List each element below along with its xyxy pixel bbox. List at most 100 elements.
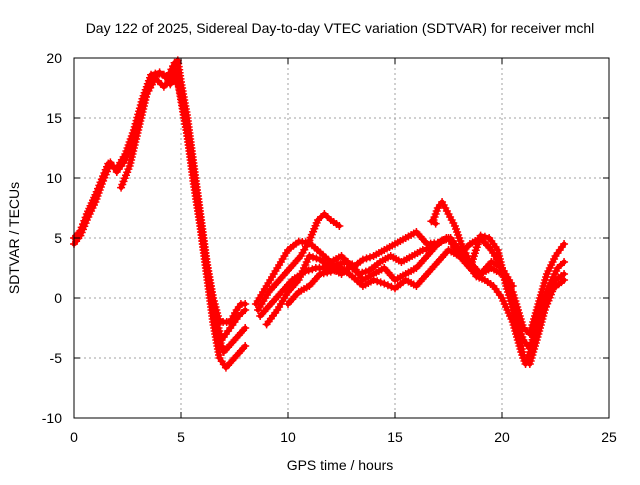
marker-trail — [264, 308, 280, 326]
y-tick-label: 5 — [54, 230, 62, 246]
marker-trail — [383, 241, 397, 253]
marker-trail — [490, 259, 504, 271]
marker-trail — [319, 268, 332, 278]
marker-trail — [499, 297, 516, 323]
x-tick-label: 0 — [70, 429, 78, 445]
marker-trail — [286, 290, 301, 306]
marker-trail — [183, 135, 198, 185]
marker-trail — [114, 152, 128, 170]
marker-trail — [99, 162, 111, 181]
data-point — [380, 279, 389, 288]
marker-trail — [258, 302, 273, 318]
marker-trail — [190, 183, 204, 227]
y-tick-label: 15 — [46, 110, 62, 126]
data-series-track-11 — [427, 217, 440, 228]
marker-trail — [227, 309, 239, 323]
marker-trail — [266, 278, 282, 294]
marker-trail — [177, 93, 191, 137]
marker-trail — [286, 239, 300, 252]
marker-trail — [490, 265, 504, 277]
marker-trail — [483, 278, 495, 288]
data-point — [369, 276, 378, 284]
marker-trail — [255, 291, 271, 311]
y-tick-label: -10 — [42, 410, 62, 426]
marker-trail — [389, 253, 403, 265]
marker-trail — [487, 237, 500, 251]
marker-trail — [92, 178, 105, 196]
y-tick-label: 0 — [54, 290, 62, 306]
marker-trail — [425, 242, 440, 258]
marker-trail — [309, 253, 321, 263]
x-tick-label: 20 — [494, 429, 510, 445]
marker-trail — [361, 271, 375, 283]
data-point — [316, 270, 325, 278]
marker-trail — [400, 253, 414, 265]
marker-trail — [372, 247, 386, 259]
marker-trail — [465, 263, 479, 278]
marker-trail — [430, 207, 441, 221]
data-point — [335, 222, 344, 230]
marker-trail — [468, 260, 483, 276]
marker-trail — [134, 93, 150, 131]
marker-trail — [393, 235, 407, 247]
data-series-track-10 — [429, 198, 517, 290]
marker-trail — [298, 239, 312, 257]
marker-trail — [468, 235, 482, 247]
marker-trail — [552, 278, 566, 291]
marker-trail — [414, 230, 429, 246]
marker-trail — [350, 274, 365, 288]
marker-trail — [382, 266, 397, 282]
marker-trail — [286, 278, 301, 294]
data-series-track-9 — [284, 234, 569, 368]
marker-trail — [445, 236, 457, 246]
marker-trail — [232, 344, 248, 360]
marker-trail — [544, 255, 559, 275]
marker-trail — [209, 321, 223, 359]
marker-trail — [383, 281, 396, 291]
data-point — [431, 219, 440, 228]
marker-trail — [139, 73, 154, 100]
marker-trail — [452, 225, 465, 245]
marker-trail — [414, 254, 429, 270]
marker-trail — [350, 263, 366, 282]
marker-trail — [340, 266, 354, 279]
marker-trail — [298, 238, 310, 247]
marker-trail — [426, 239, 439, 248]
marker-trail — [373, 277, 385, 287]
marker-trail — [422, 244, 434, 254]
marker-trail — [277, 266, 292, 282]
marker-trail — [297, 283, 311, 295]
marker-trail — [336, 258, 349, 268]
marker-trail — [446, 213, 458, 227]
marker-trail — [458, 243, 473, 263]
chart-title: Day 122 of 2025, Sidereal Day-to-day VTE… — [86, 20, 595, 36]
marker-trail — [329, 253, 343, 265]
marker-trail — [154, 77, 165, 88]
data-point — [241, 342, 250, 350]
data-point — [560, 276, 569, 284]
marker-trail — [499, 267, 515, 287]
marker-trail — [404, 265, 418, 277]
data-point — [326, 267, 335, 276]
marker-trail — [315, 264, 327, 272]
marker-trail — [232, 326, 248, 342]
marker-trail — [307, 272, 322, 288]
marker-trail — [535, 273, 551, 305]
marker-trail — [414, 272, 429, 288]
marker-trail — [279, 278, 295, 294]
marker-trail — [318, 257, 333, 270]
marker-trail — [478, 236, 494, 252]
marker-trail — [275, 249, 291, 269]
data-point — [560, 258, 569, 266]
marker-trail — [72, 229, 83, 240]
marker-trail — [203, 273, 217, 323]
marker-trail — [269, 290, 284, 306]
marker-trail — [158, 70, 170, 82]
marker-trail — [219, 327, 233, 341]
y-tick-label: -5 — [50, 350, 63, 366]
marker-trail — [358, 267, 370, 277]
marker-trail — [521, 338, 532, 350]
x-tick-label: 10 — [280, 429, 296, 445]
marker-trail — [372, 265, 386, 277]
